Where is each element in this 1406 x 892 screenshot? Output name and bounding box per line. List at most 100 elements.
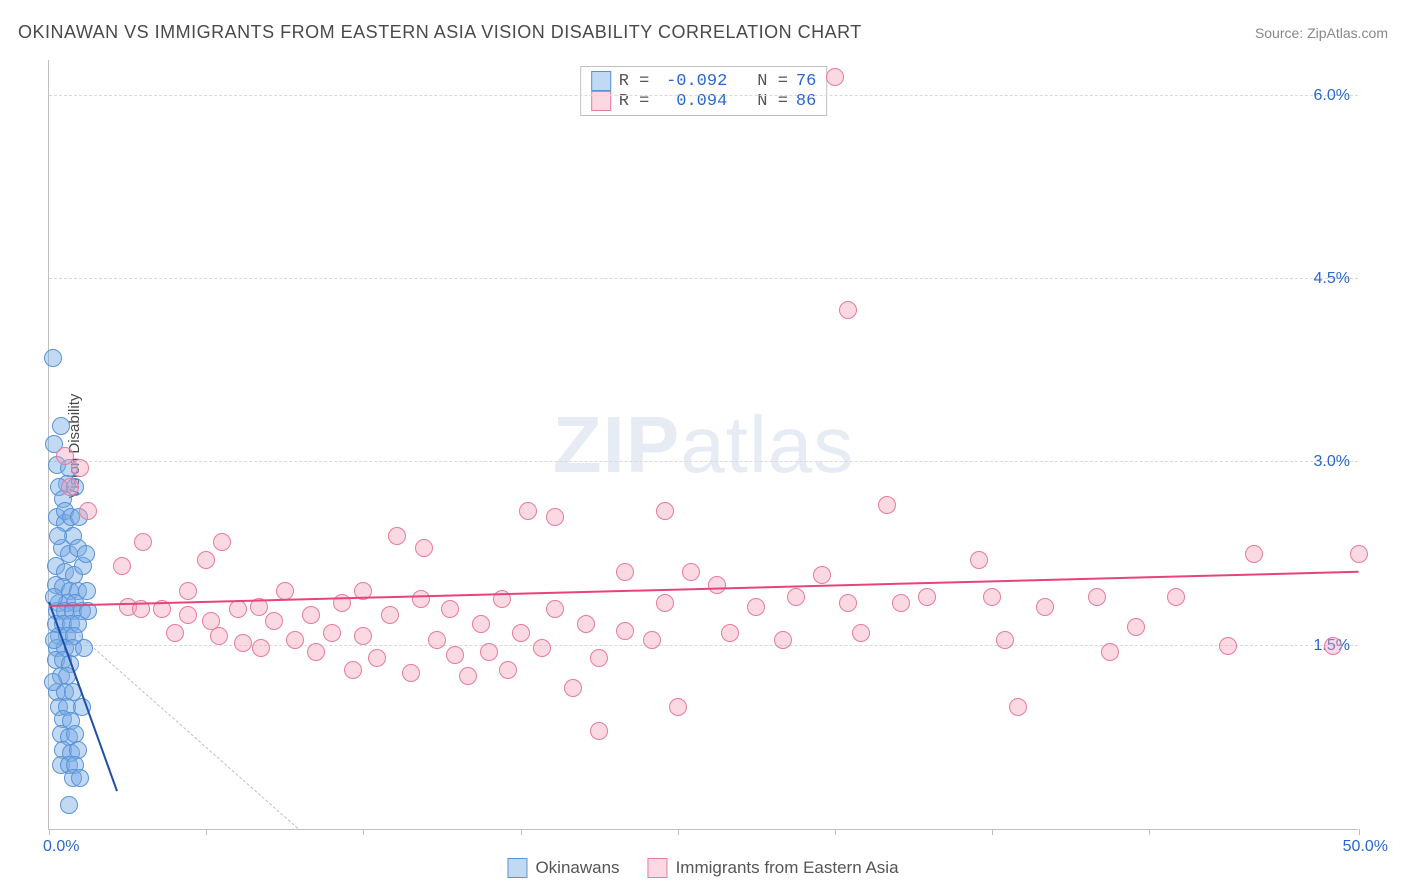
legend-label: Immigrants from Eastern Asia: [676, 858, 899, 878]
x-tick: [992, 829, 993, 835]
data-point: [61, 478, 79, 496]
data-point: [234, 634, 252, 652]
n-value: 76: [796, 72, 816, 91]
r-label: R =: [619, 72, 650, 91]
x-tick-label-min: 0.0%: [43, 838, 79, 856]
data-point: [656, 594, 674, 612]
data-point: [533, 639, 551, 657]
data-point: [134, 533, 152, 551]
data-point: [252, 639, 270, 657]
data-point: [472, 615, 490, 633]
data-point: [276, 582, 294, 600]
regression-line: [49, 570, 1359, 606]
data-point: [402, 664, 420, 682]
data-point: [428, 631, 446, 649]
r-value: -0.092: [657, 72, 727, 91]
data-point: [590, 649, 608, 667]
data-point: [381, 606, 399, 624]
legend-swatch: [648, 858, 668, 878]
data-point: [970, 551, 988, 569]
data-point: [616, 563, 634, 581]
data-point: [546, 600, 564, 618]
data-point: [179, 582, 197, 600]
data-point: [669, 698, 687, 716]
x-tick: [521, 829, 522, 835]
data-point: [747, 598, 765, 616]
data-point: [983, 588, 1001, 606]
data-point: [60, 796, 78, 814]
x-tick: [363, 829, 364, 835]
data-point: [787, 588, 805, 606]
data-point: [441, 600, 459, 618]
data-point: [52, 417, 70, 435]
data-point: [564, 679, 582, 697]
data-point: [56, 447, 74, 465]
data-point: [839, 301, 857, 319]
data-point: [512, 624, 530, 642]
watermark: ZIPatlas: [553, 399, 854, 491]
data-point: [459, 667, 477, 685]
data-point: [1245, 545, 1263, 563]
x-tick: [678, 829, 679, 835]
source-attribution: Source: ZipAtlas.com: [1255, 25, 1388, 41]
data-point: [1350, 545, 1368, 563]
data-point: [44, 349, 62, 367]
x-tick: [835, 829, 836, 835]
data-point: [826, 68, 844, 86]
data-point: [415, 539, 433, 557]
data-point: [344, 661, 362, 679]
data-point: [368, 649, 386, 667]
data-point: [71, 459, 89, 477]
data-point: [878, 496, 896, 514]
data-point: [302, 606, 320, 624]
data-point: [1324, 637, 1342, 655]
gridline: [49, 278, 1358, 279]
data-point: [996, 631, 1014, 649]
data-point: [265, 612, 283, 630]
data-point: [1009, 698, 1027, 716]
data-point: [286, 631, 304, 649]
data-point: [1167, 588, 1185, 606]
data-point: [519, 502, 537, 520]
data-point: [213, 533, 231, 551]
x-tick: [1359, 829, 1360, 835]
data-point: [1219, 637, 1237, 655]
data-point: [71, 769, 89, 787]
data-point: [839, 594, 857, 612]
x-tick-label-max: 50.0%: [1343, 838, 1388, 856]
legend-item: Immigrants from Eastern Asia: [648, 858, 899, 878]
data-point: [77, 545, 95, 563]
legend-label: Okinawans: [535, 858, 619, 878]
data-point: [179, 606, 197, 624]
data-point: [412, 590, 430, 608]
data-point: [721, 624, 739, 642]
correlation-stats-box: R =-0.092N =76R =0.094N =86: [580, 66, 828, 116]
data-point: [708, 576, 726, 594]
data-point: [852, 624, 870, 642]
data-point: [892, 594, 910, 612]
data-point: [656, 502, 674, 520]
data-point: [918, 588, 936, 606]
x-tick: [49, 829, 50, 835]
data-point: [210, 627, 228, 645]
data-point: [480, 643, 498, 661]
data-point: [616, 622, 634, 640]
x-tick: [1149, 829, 1150, 835]
data-point: [354, 627, 372, 645]
data-point: [49, 527, 67, 545]
data-point: [78, 582, 96, 600]
data-point: [546, 508, 564, 526]
data-point: [1101, 643, 1119, 661]
plot-area: ZIPatlas R =-0.092N =76R =0.094N =86 1.5…: [48, 60, 1358, 830]
y-tick-label: 3.0%: [1314, 453, 1350, 471]
series-legend: Okinawans Immigrants from Eastern Asia: [507, 858, 898, 878]
x-tick: [206, 829, 207, 835]
chart-header: OKINAWAN VS IMMIGRANTS FROM EASTERN ASIA…: [18, 22, 1388, 43]
legend-swatch: [507, 858, 527, 878]
data-point: [446, 646, 464, 664]
data-point: [682, 563, 700, 581]
n-label: N =: [757, 72, 788, 91]
legend-item: Okinawans: [507, 858, 619, 878]
data-point: [643, 631, 661, 649]
data-point: [113, 557, 131, 575]
